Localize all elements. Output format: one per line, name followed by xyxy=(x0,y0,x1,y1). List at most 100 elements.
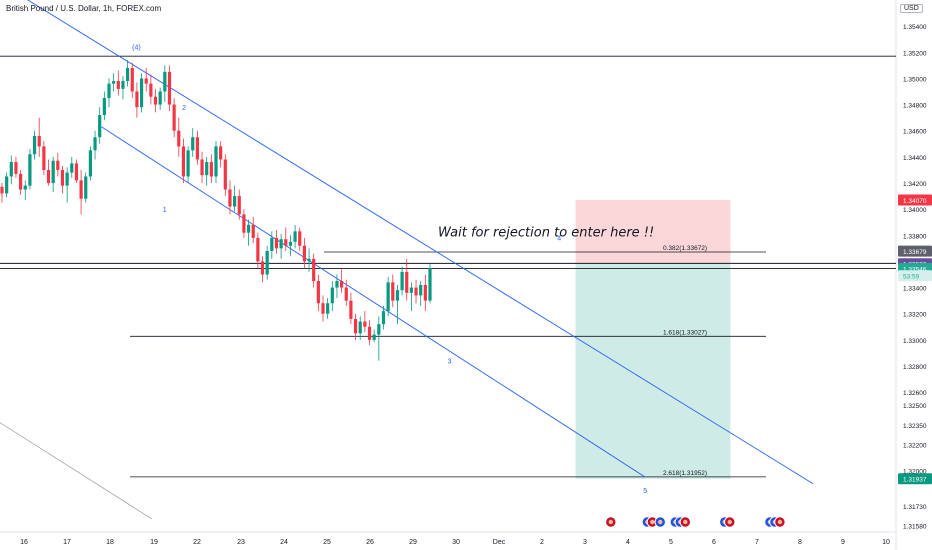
wave-label: 2 xyxy=(182,105,186,112)
candle xyxy=(349,300,353,319)
candle xyxy=(167,71,172,105)
price-tick: 1.32600 xyxy=(903,390,927,397)
time-axis: 16 17 18 19 22 23 24 25 26 29 30 Dec 2 3 4 5 6 7 8 9 10 xyxy=(20,539,890,546)
candle xyxy=(414,287,418,296)
price-tick: 1.35200 xyxy=(903,50,927,57)
time-tick: 6 xyxy=(712,539,716,546)
candle xyxy=(51,160,55,183)
price-tick: 1.33200 xyxy=(903,312,927,319)
price-tick: 1.34600 xyxy=(903,129,927,136)
candle xyxy=(191,137,195,151)
time-tick: 30 xyxy=(452,539,460,546)
candle xyxy=(256,237,260,262)
candle xyxy=(88,150,92,177)
candle xyxy=(367,326,372,340)
candle xyxy=(158,91,162,105)
candle xyxy=(0,186,4,194)
candle xyxy=(377,324,381,335)
price-badge xyxy=(898,245,932,257)
time-tick: 5 xyxy=(669,539,673,546)
candle xyxy=(60,169,65,186)
wave-label: 3 xyxy=(448,358,452,365)
candle xyxy=(284,239,288,246)
time-tick: 26 xyxy=(366,539,374,546)
candle xyxy=(298,231,302,246)
candle xyxy=(391,282,395,301)
candle xyxy=(195,137,199,160)
price-tick: 1.32350 xyxy=(903,423,927,430)
price-badge xyxy=(898,473,932,485)
channel-line xyxy=(27,0,814,485)
candle xyxy=(98,115,102,138)
price-tick: 1.34000 xyxy=(903,207,927,214)
candle xyxy=(19,173,23,190)
time-tick: 9 xyxy=(841,539,845,546)
time-tick: 18 xyxy=(106,539,114,546)
candle xyxy=(102,98,106,116)
fib-label: 2.618(1.31952) xyxy=(663,470,707,477)
candle xyxy=(228,189,232,207)
price-tick: 1.32500 xyxy=(903,403,927,410)
candle xyxy=(316,281,320,304)
candle xyxy=(93,137,97,151)
price-badge-label: 53:59 xyxy=(903,274,920,281)
time-tick: 23 xyxy=(237,539,245,546)
price-tick: 1.31730 xyxy=(903,504,927,511)
candle xyxy=(144,78,148,84)
candle xyxy=(335,281,339,288)
candle xyxy=(381,311,386,325)
candle xyxy=(358,321,362,334)
flag-center-icon xyxy=(658,519,663,525)
price-badge-label: 1.33546 xyxy=(903,266,927,273)
time-tick: 29 xyxy=(409,539,417,546)
candle xyxy=(200,159,204,176)
time-tick: 17 xyxy=(63,539,71,546)
candle xyxy=(177,130,181,147)
price-tick: 1.34200 xyxy=(903,181,927,188)
time-tick: 24 xyxy=(280,539,288,546)
time-tick: Dec xyxy=(493,539,506,546)
candle xyxy=(163,71,167,92)
price-tick: 1.34400 xyxy=(903,155,927,162)
time-tick: 4 xyxy=(626,539,630,546)
wave-label: (4) xyxy=(132,45,141,52)
flag-center-icon xyxy=(777,519,783,525)
candle xyxy=(265,250,269,275)
candle xyxy=(172,104,176,131)
fib-label: 0.382(1.33672) xyxy=(663,245,707,252)
candle xyxy=(340,281,344,288)
candle xyxy=(46,169,51,183)
currency-badge[interactable]: USD xyxy=(900,4,923,13)
price-tick: 1.35400 xyxy=(903,24,927,31)
candle xyxy=(23,185,27,190)
candle xyxy=(74,163,79,181)
price-badge-label: 1.34070 xyxy=(903,198,927,205)
candle xyxy=(307,258,311,262)
time-tick: 16 xyxy=(20,539,28,546)
candle xyxy=(428,267,432,301)
candle xyxy=(223,159,227,190)
price-tick: 1.33000 xyxy=(903,338,927,345)
wave-label: 1 xyxy=(163,207,167,214)
candle xyxy=(279,239,283,249)
candle xyxy=(214,146,218,177)
time-tick: 2 xyxy=(540,539,544,546)
stop-loss-zone xyxy=(575,199,731,264)
price-tick: 1.31580 xyxy=(903,523,927,530)
candle xyxy=(372,334,376,340)
time-tick: 25 xyxy=(323,539,331,546)
price-tick: 1.33400 xyxy=(903,286,927,293)
trend-line xyxy=(0,422,152,520)
wave-label: 5 xyxy=(643,488,647,495)
candle xyxy=(363,321,367,327)
candle xyxy=(9,162,13,177)
flag-center-icon xyxy=(650,519,655,525)
candle xyxy=(32,135,37,155)
channel-line xyxy=(101,126,646,478)
candle xyxy=(353,318,358,334)
candle xyxy=(270,237,274,251)
candle xyxy=(56,160,60,170)
candle xyxy=(186,150,190,177)
